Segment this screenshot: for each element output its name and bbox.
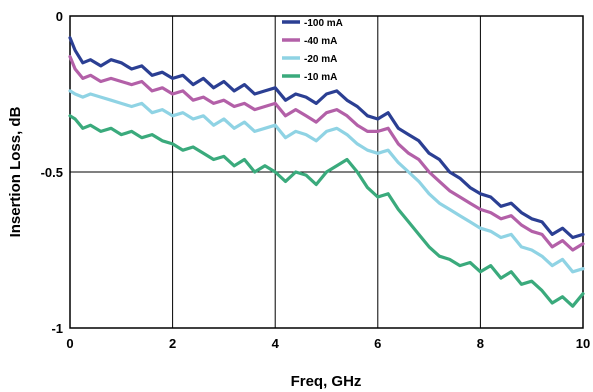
x-tick-label: 0 [66,336,73,351]
x-tick-label: 6 [374,336,381,351]
legend-label: -20 mA [304,54,337,65]
x-tick-label: 4 [272,336,280,351]
y-tick-label: 0 [56,9,63,24]
series-line-0 [68,36,585,240]
series-line-3 [68,114,585,308]
plot-frame [69,15,584,329]
y-axis-title: Insertion Loss, dB [7,106,24,237]
x-axis-title: Freq, GHz [291,373,362,390]
grid-layer [69,15,584,329]
legend: -100 mA -40 mA -20 mA -10 mA [282,18,343,83]
legend-label: -10 mA [304,72,337,83]
x-tick-label: 10 [576,336,590,351]
series-line-1 [68,54,585,252]
y-tick-label: -1 [51,321,63,336]
x-tick-label: 8 [477,336,484,351]
legend-label: -40 mA [304,36,337,47]
tick-layer: 0 2 4 6 8 10 0 -0.5 -1 [41,9,591,351]
series-layer [68,36,585,308]
legend-label: -100 mA [304,18,343,29]
series-line-2 [68,89,585,274]
y-tick-label: -0.5 [41,165,63,180]
x-tick-label: 2 [169,336,176,351]
